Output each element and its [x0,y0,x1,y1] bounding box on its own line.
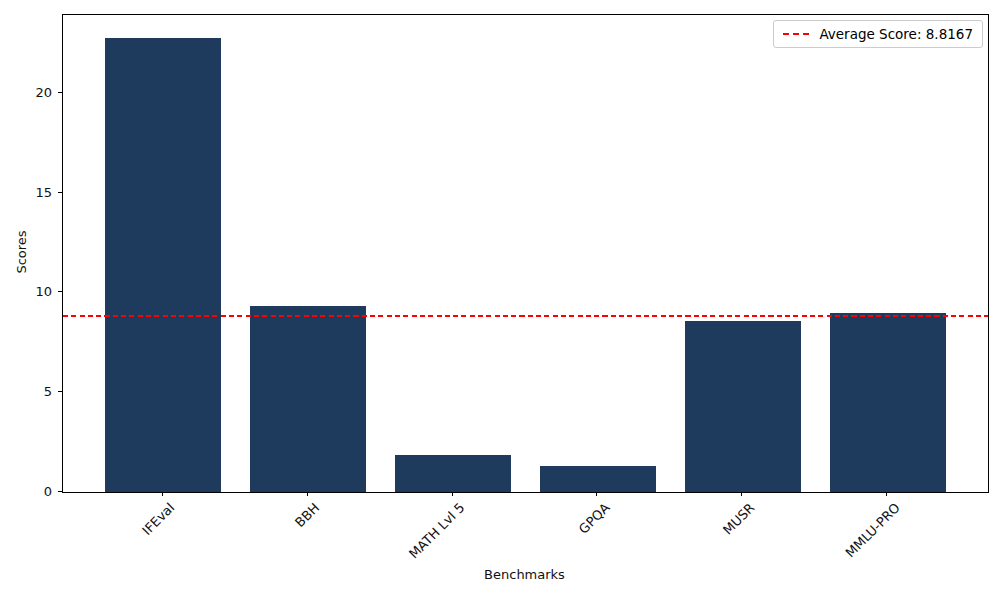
y-tick-label: 10 [22,284,52,299]
x-tick-mark [596,492,597,496]
x-tick-mark [307,492,308,496]
y-tick-label: 0 [22,484,52,499]
x-tick-label: IFEval [140,500,178,538]
x-tick-label: GPQA [576,500,613,537]
x-tick-mark [886,492,887,496]
y-tick-label: 20 [22,85,52,100]
y-tick-label: 5 [22,384,52,399]
bar-gpqa [540,466,656,492]
average-line-legend-swatch [783,33,810,35]
x-tick-label: MUSR [720,500,757,537]
bar-ifeval [105,38,221,492]
plot-area [62,14,989,493]
y-axis-label: Scores [14,230,29,273]
bar-musr [685,321,801,492]
x-axis-label: Benchmarks [62,567,987,582]
x-tick-label: MMLU-PRO [842,500,902,560]
x-tick-label: MATH Lvl 5 [406,500,467,561]
y-tick-mark [58,291,62,292]
average-score-line [63,315,988,317]
bar-math-lvl-5 [395,455,511,492]
y-tick-mark [58,192,62,193]
y-tick-label: 15 [22,185,52,200]
y-tick-mark [58,92,62,93]
x-tick-mark [741,492,742,496]
x-tick-mark [452,492,453,496]
x-tick-mark [162,492,163,496]
y-tick-mark [58,391,62,392]
y-tick-mark [58,491,62,492]
legend-label: Average Score: 8.8167 [819,26,973,42]
legend: Average Score: 8.8167 [773,20,983,48]
bar-mmlu-pro [830,313,946,492]
x-tick-label: BBH [292,500,322,530]
bar-bbh [250,306,366,492]
bar-chart-figure: 0 5 10 15 20 IFEval BBH MATH Lvl 5 GPQA MUSR MMLU-… [0,0,1000,600]
